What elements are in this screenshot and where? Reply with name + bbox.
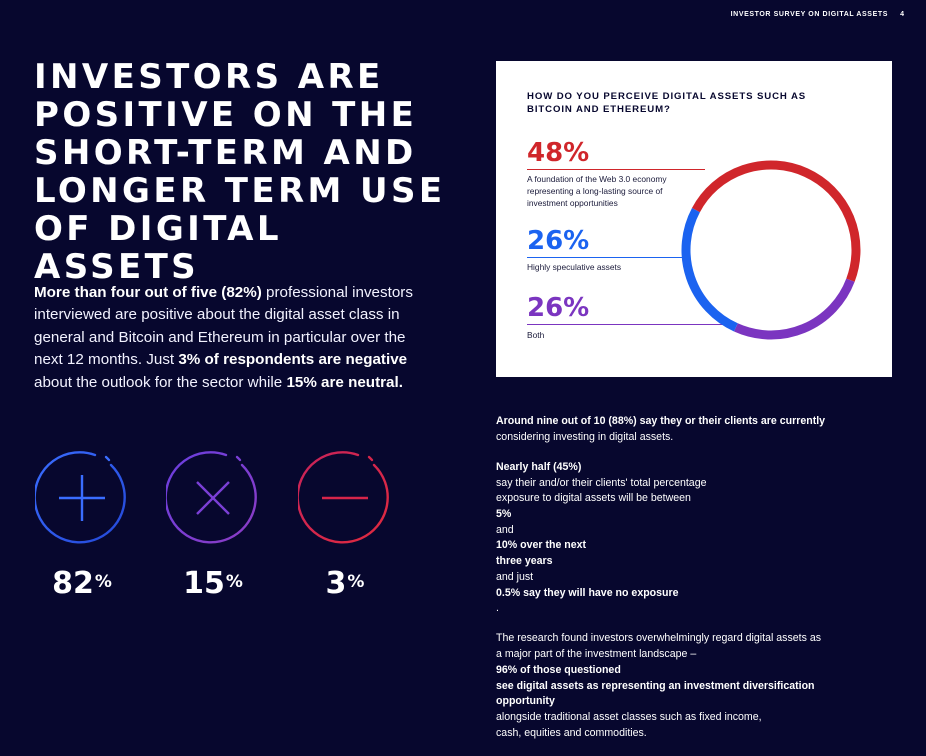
stat-negative: 3% bbox=[297, 451, 393, 601]
body-text-run: . bbox=[496, 602, 499, 615]
stat-positive: 82% bbox=[34, 451, 130, 601]
leader-line-foundation bbox=[527, 169, 705, 170]
chart-card: HOW DO YOU PERCEIVE DIGITAL ASSETS SUCH … bbox=[496, 61, 892, 377]
header-label: INVESTOR SURVEY ON DIGITAL ASSETS bbox=[730, 11, 888, 18]
body-line: cash, equities and commodities. bbox=[496, 726, 647, 739]
page-title: INVESTORS ARE POSITIVE ON THE SHORT-TERM… bbox=[34, 58, 454, 286]
lead-paragraph: More than four out of five (82%) profess… bbox=[34, 282, 414, 394]
x-circle-icon bbox=[166, 451, 257, 544]
stat-unit: % bbox=[347, 572, 365, 592]
body-bold: 5% bbox=[496, 508, 512, 521]
body-text-run: say their and/or their clients' total pe… bbox=[496, 476, 707, 489]
stat-number: 15 bbox=[183, 566, 225, 601]
page-number: 4 bbox=[900, 11, 904, 18]
body-paragraph-1: Around nine out of 10 (88%) say they or … bbox=[496, 414, 866, 445]
stat-number: 3 bbox=[325, 566, 347, 601]
body-line: considering investing in digital assets. bbox=[496, 430, 674, 443]
title-line: POSITIVE ON THE bbox=[34, 95, 418, 135]
body-bold: Around nine out of 10 (88%) say they or … bbox=[496, 415, 826, 427]
chart-title: HOW DO YOU PERCEIVE DIGITAL ASSETS SUCH … bbox=[527, 91, 847, 116]
title-line: INVESTORS ARE bbox=[34, 57, 384, 97]
slice-description-both: Both bbox=[527, 329, 544, 341]
title-line: SHORT-TERM AND bbox=[34, 133, 417, 173]
lead-bold-2: 3% of respondents are negative bbox=[178, 351, 408, 369]
slice-description-line: Both bbox=[527, 330, 545, 340]
slice-description-line: investment opportunities bbox=[527, 198, 618, 208]
stat-value: 15% bbox=[165, 567, 261, 601]
donut-slice-speculative bbox=[681, 207, 738, 332]
stat-number: 82 bbox=[52, 566, 94, 601]
body-bold: 96% of those questioned bbox=[496, 663, 621, 676]
slice-label-foundation: 48% bbox=[527, 138, 590, 168]
stat-value: 82% bbox=[34, 567, 130, 601]
slice-description-foundation: A foundation of the Web 3.0 economy repr… bbox=[527, 173, 667, 209]
lead-text-2: about the outlook for the sector while bbox=[34, 373, 287, 391]
body-text-run: and just bbox=[496, 570, 534, 583]
body-text: Around nine out of 10 (88%) say they or … bbox=[496, 414, 866, 756]
lead-text-1: professional investors interviewed are p… bbox=[34, 284, 413, 369]
body-line: Around nine out of 10 (88%) say they or … bbox=[496, 414, 866, 430]
title-line: LONGER TERM USE bbox=[34, 171, 446, 211]
body-bold: Nearly half (45%) bbox=[496, 460, 582, 473]
title-line: OF DIGITAL ASSETS bbox=[34, 209, 282, 287]
body-line: see digital assets as representing an in… bbox=[496, 679, 866, 695]
stat-value: 3% bbox=[297, 567, 393, 601]
stat-neutral: 15% bbox=[165, 451, 261, 601]
leader-line-speculative bbox=[527, 257, 689, 258]
donut-slice-both bbox=[734, 278, 855, 340]
body-paragraph-2: Nearly half (45%) say their and/or their… bbox=[496, 460, 866, 617]
body-line: exposure to digital assets will be betwe… bbox=[496, 491, 866, 554]
body-line: Nearly half (45%) say their and/or their… bbox=[496, 460, 866, 491]
body-bold: 10% over the next bbox=[496, 539, 587, 552]
body-bold: 0.5% say they will have no exposure bbox=[496, 586, 679, 599]
body-text-run: exposure to digital assets will be betwe… bbox=[496, 492, 691, 505]
body-line: a major part of the investment landscape… bbox=[496, 647, 866, 678]
slice-description-line: Highly speculative assets bbox=[527, 262, 622, 272]
slice-description-line: representing a long-lasting source of bbox=[527, 186, 663, 196]
body-line: three years and just 0.5% say they will … bbox=[496, 554, 866, 617]
minus-circle-icon bbox=[298, 451, 389, 544]
plus-circle-icon bbox=[35, 451, 126, 544]
donut-chart bbox=[681, 160, 861, 340]
slice-description-line: A foundation of the Web 3.0 economy bbox=[527, 174, 667, 184]
leader-line-both bbox=[527, 324, 723, 325]
stat-unit: % bbox=[94, 572, 112, 592]
body-bold: see digital assets as representing an in… bbox=[496, 679, 815, 692]
body-paragraph-3: The research found investors overwhelmin… bbox=[496, 631, 866, 741]
stat-unit: % bbox=[225, 572, 243, 592]
chart-title-line: BITCOIN AND ETHEREUM? bbox=[527, 103, 671, 115]
donut-slice-foundation bbox=[691, 160, 861, 282]
body-text-run: a major part of the investment landscape… bbox=[496, 648, 697, 661]
body-line: opportunity alongside traditional asset … bbox=[496, 694, 866, 725]
slice-label-both: 26% bbox=[527, 293, 590, 323]
chart-title-line: HOW DO YOU PERCEIVE DIGITAL ASSETS SUCH … bbox=[527, 91, 807, 102]
slice-description-speculative: Highly speculative assets bbox=[527, 261, 621, 273]
body-text-run: alongside traditional asset classes such… bbox=[496, 710, 762, 723]
slice-label-speculative: 26% bbox=[527, 226, 590, 256]
lead-bold-1: More than four out of five (82%) bbox=[34, 284, 262, 301]
body-text-run: and bbox=[496, 523, 514, 536]
body-line: The research found investors overwhelmin… bbox=[496, 632, 822, 645]
lead-bold-3: 15% are neutral. bbox=[286, 373, 403, 391]
body-bold: three years bbox=[496, 555, 553, 568]
body-bold: opportunity bbox=[496, 695, 555, 708]
